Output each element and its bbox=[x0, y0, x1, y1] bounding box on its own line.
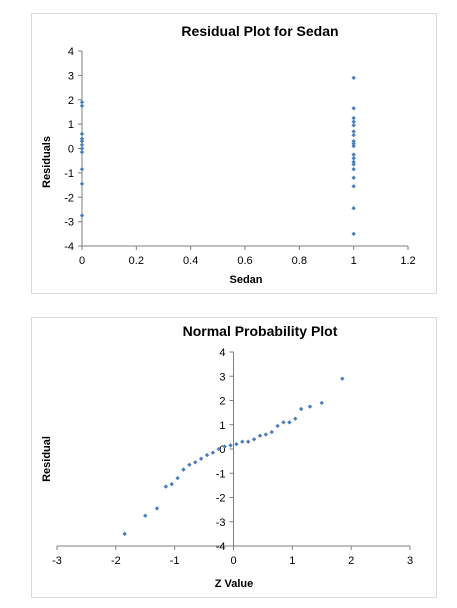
y-tick-label: -2 bbox=[216, 493, 226, 505]
x-tick-label: 0 bbox=[230, 555, 236, 567]
x-tick-label: -3 bbox=[52, 555, 62, 567]
y-tick-label: 0 bbox=[68, 144, 74, 156]
x-tick-label: 0 bbox=[79, 255, 85, 267]
data-point bbox=[228, 443, 233, 448]
data-point bbox=[351, 123, 356, 128]
data-point bbox=[351, 206, 356, 211]
y-axis-title: Residual bbox=[41, 436, 53, 482]
data-point bbox=[351, 115, 356, 121]
data-point bbox=[198, 456, 204, 461]
y-tick-label: 3 bbox=[68, 70, 74, 82]
data-point bbox=[79, 131, 85, 137]
data-point bbox=[351, 167, 356, 172]
data-point bbox=[298, 406, 304, 412]
data-point bbox=[257, 433, 263, 438]
data-point bbox=[269, 429, 274, 435]
data-point bbox=[181, 467, 186, 472]
data-point bbox=[240, 439, 245, 444]
data-point bbox=[351, 119, 356, 124]
data-point bbox=[79, 149, 85, 155]
normal-probability-chart: Normal Probability Plot Z Value Residual… bbox=[41, 323, 413, 590]
y-tick-label: 1 bbox=[219, 420, 225, 432]
data-point bbox=[307, 404, 313, 409]
data-point bbox=[275, 423, 280, 429]
residual-plot-chart: Residual Plot for Sedan Sedan Residuals … bbox=[41, 23, 416, 286]
data-point bbox=[175, 475, 180, 481]
x-tick-label: 1.2 bbox=[400, 255, 415, 267]
chart-title: Residual Plot for Sedan bbox=[181, 23, 338, 39]
data-point bbox=[143, 513, 148, 518]
x-tick-label: 3 bbox=[407, 555, 413, 567]
data-point bbox=[163, 484, 169, 489]
data-point bbox=[351, 156, 356, 161]
y-tick-label: -2 bbox=[64, 192, 74, 204]
data-point bbox=[79, 167, 85, 172]
x-axis-title: Sedan bbox=[229, 274, 262, 286]
data-point bbox=[319, 400, 324, 406]
residual-plot-panel: Residual Plot for Sedan Sedan Residuals … bbox=[31, 13, 437, 294]
y-tick-label: -4 bbox=[216, 541, 226, 553]
data-point bbox=[234, 441, 239, 447]
data-point bbox=[193, 460, 198, 465]
data-point bbox=[351, 152, 356, 157]
data-point bbox=[79, 213, 85, 218]
normal-probability-panel: Normal Probability Plot Z Value Residual… bbox=[31, 317, 437, 598]
data-point bbox=[246, 439, 251, 444]
data-point bbox=[293, 416, 298, 421]
data-point bbox=[122, 531, 127, 537]
data-point bbox=[351, 184, 356, 189]
data-point bbox=[351, 231, 356, 237]
data-point bbox=[222, 444, 227, 449]
data-point bbox=[79, 99, 85, 105]
data-point bbox=[216, 446, 221, 452]
x-tick-label: 1 bbox=[289, 555, 295, 567]
data-point bbox=[263, 432, 269, 437]
data-point bbox=[79, 146, 85, 151]
y-tick-label: -3 bbox=[216, 517, 226, 529]
data-point bbox=[351, 162, 356, 167]
data-point bbox=[251, 437, 257, 442]
data-point bbox=[351, 175, 356, 180]
x-tick-label: 0.6 bbox=[237, 255, 252, 267]
data-point bbox=[79, 103, 85, 109]
x-tick-label: 1 bbox=[351, 255, 357, 267]
data-point bbox=[351, 141, 356, 146]
y-tick-label: -3 bbox=[64, 217, 74, 229]
y-tick-label: 1 bbox=[68, 119, 74, 131]
y-tick-label: -1 bbox=[64, 168, 74, 180]
x-tick-label: -1 bbox=[170, 555, 180, 567]
data-point bbox=[351, 106, 356, 111]
x-tick-label: 0.4 bbox=[183, 255, 198, 267]
y-tick-label: 0 bbox=[219, 444, 225, 456]
data-point bbox=[287, 420, 292, 425]
y-tick-label: 3 bbox=[219, 371, 225, 383]
x-tick-label: 0.8 bbox=[292, 255, 307, 267]
data-point bbox=[79, 181, 85, 187]
data-point bbox=[169, 481, 174, 487]
chart-title: Normal Probability Plot bbox=[183, 323, 338, 339]
y-tick-label: -4 bbox=[64, 241, 74, 253]
data-point bbox=[340, 376, 345, 381]
x-tick-label: 2 bbox=[348, 555, 354, 567]
y-tick-label: 4 bbox=[68, 46, 74, 58]
y-tick-label: 4 bbox=[219, 347, 225, 359]
data-point bbox=[79, 142, 85, 148]
y-tick-label: 2 bbox=[219, 396, 225, 408]
data-point bbox=[210, 450, 216, 455]
data-point bbox=[154, 506, 160, 511]
data-point bbox=[187, 462, 192, 467]
data-point bbox=[281, 420, 286, 425]
y-tick-label: -1 bbox=[216, 468, 226, 480]
data-point bbox=[351, 132, 356, 138]
data-point bbox=[204, 452, 210, 458]
x-tick-label: 0.2 bbox=[129, 255, 144, 267]
data-point bbox=[351, 143, 356, 149]
y-axis-title: Residuals bbox=[41, 136, 53, 188]
x-axis-title: Z Value bbox=[215, 578, 254, 590]
data-point bbox=[351, 159, 356, 165]
data-point bbox=[351, 75, 356, 81]
x-tick-label: -2 bbox=[111, 555, 121, 567]
y-tick-label: 2 bbox=[68, 95, 74, 107]
